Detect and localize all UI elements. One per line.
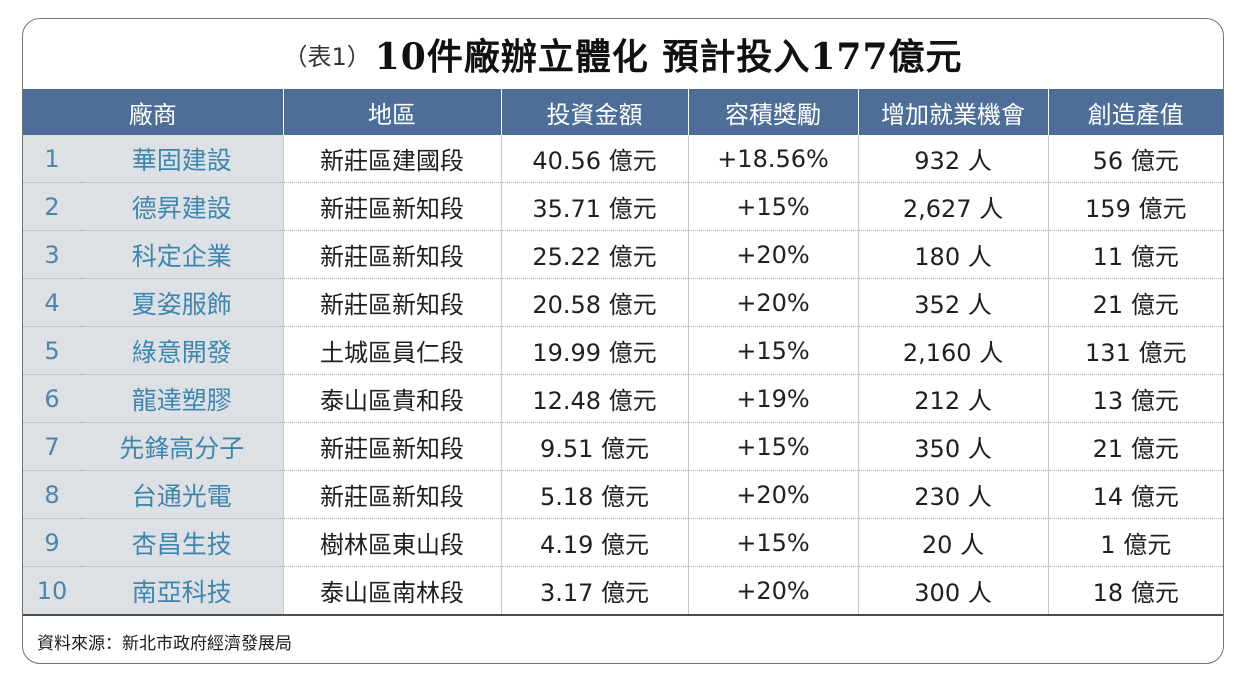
value-cell: 21 億元 [1048,422,1223,471]
company-cell: 龍達塑膠 [81,374,284,423]
table-body: 1 華固建設 新莊區建國段 40.56 億元 +18.56% 932 人 56 億元 2 德昇建… [23,135,1223,616]
table-row: 4 夏姿服飾 新莊區新知段 20.58 億元 +20% 352 人 21 億元 [23,278,1223,327]
table-row: 5 綠意開發 土城區員仁段 19.99 億元 +15% 2,160 人 131 億元 [23,326,1223,375]
column-header-value: 創造產值 [1048,89,1223,135]
value-cell: 1 億元 [1048,518,1223,567]
area-cell: 新莊區新知段 [283,278,502,327]
row-number: 10 [23,566,81,616]
bonus-cell: +20% [688,470,859,519]
row-number: 7 [23,422,81,471]
company-cell: 台通光電 [81,470,284,519]
table-row: 1 華固建設 新莊區建國段 40.56 億元 +18.56% 932 人 56 億元 [23,135,1223,183]
bonus-cell: +19% [688,374,859,423]
table-row: 6 龍達塑膠 泰山區貴和段 12.48 億元 +19% 212 人 13 億元 [23,374,1223,423]
value-cell: 14 億元 [1048,470,1223,519]
row-number: 8 [23,470,81,519]
value-cell: 18 億元 [1048,566,1223,616]
value-cell: 56 億元 [1048,135,1223,183]
area-cell: 新莊區新知段 [283,182,502,231]
column-header-jobs: 增加就業機會 [858,89,1049,135]
area-cell: 泰山區貴和段 [283,374,502,423]
jobs-cell: 212 人 [858,374,1049,423]
row-number: 5 [23,326,81,375]
area-cell: 新莊區新知段 [283,422,502,471]
area-cell: 土城區員仁段 [283,326,502,375]
jobs-cell: 2,627 人 [858,182,1049,231]
jobs-cell: 350 人 [858,422,1049,471]
value-cell: 21 億元 [1048,278,1223,327]
jobs-cell: 180 人 [858,230,1049,279]
column-header-area: 地區 [283,89,502,135]
bonus-cell: +15% [688,182,859,231]
area-cell: 新莊區建國段 [283,135,502,183]
bonus-cell: +20% [688,230,859,279]
company-cell: 夏姿服飾 [81,278,284,327]
table-row: 10 南亞科技 泰山區南林段 3.17 億元 +20% 300 人 18 億元 [23,566,1223,616]
column-header-investment: 投資金額 [501,89,689,135]
area-cell: 新莊區新知段 [283,230,502,279]
company-cell: 南亞科技 [81,566,284,616]
company-cell: 華固建設 [81,135,284,183]
value-cell: 11 億元 [1048,230,1223,279]
investment-cell: 40.56 億元 [501,135,689,183]
row-number: 3 [23,230,81,279]
investment-cell: 9.51 億元 [501,422,689,471]
investment-cell: 20.58 億元 [501,278,689,327]
value-cell: 159 億元 [1048,182,1223,231]
column-header-company: 廠商 [23,89,284,135]
investment-cell: 4.19 億元 [501,518,689,567]
jobs-cell: 2,160 人 [858,326,1049,375]
table-card: （表1） 10件廠辦立體化 預計投入177億元 廠商 地區 投資金額 容積獎勵 … [22,18,1224,664]
value-cell: 131 億元 [1048,326,1223,375]
row-number: 4 [23,278,81,327]
area-cell: 新莊區新知段 [283,470,502,519]
table-title: （表1） 10件廠辦立體化 預計投入177億元 [23,19,1223,89]
table-row: 8 台通光電 新莊區新知段 5.18 億元 +20% 230 人 14 億元 [23,470,1223,519]
bonus-cell: +18.56% [688,135,859,183]
bonus-cell: +15% [688,326,859,375]
company-cell: 德昇建設 [81,182,284,231]
area-cell: 泰山區南林段 [283,566,502,616]
source-note: 資料來源：新北市政府經濟發展局 [37,634,292,654]
jobs-cell: 352 人 [858,278,1049,327]
company-cell: 先鋒高分子 [81,422,284,471]
investment-cell: 25.22 億元 [501,230,689,279]
bonus-cell: +20% [688,278,859,327]
table-header: 廠商 地區 投資金額 容積獎勵 增加就業機會 創造產值 [23,89,1223,135]
table-number: （表1） [283,42,371,71]
column-header-bonus: 容積獎勵 [688,89,859,135]
row-number: 2 [23,182,81,231]
value-cell: 13 億元 [1048,374,1223,423]
table-row: 3 科定企業 新莊區新知段 25.22 億元 +20% 180 人 11 億元 [23,230,1223,279]
bonus-cell: +15% [688,422,859,471]
jobs-cell: 300 人 [858,566,1049,616]
investment-cell: 35.71 億元 [501,182,689,231]
bonus-cell: +15% [688,518,859,567]
jobs-cell: 230 人 [858,470,1049,519]
row-number: 9 [23,518,81,567]
jobs-cell: 20 人 [858,518,1049,567]
investment-cell: 3.17 億元 [501,566,689,616]
header-row: 廠商 地區 投資金額 容積獎勵 增加就業機會 創造產值 [23,89,1223,135]
investment-cell: 19.99 億元 [501,326,689,375]
row-number: 6 [23,374,81,423]
company-cell: 杏昌生技 [81,518,284,567]
company-cell: 綠意開發 [81,326,284,375]
row-number: 1 [23,135,81,183]
bonus-cell: +20% [688,566,859,616]
investment-cell: 12.48 億元 [501,374,689,423]
company-cell: 科定企業 [81,230,284,279]
table-row: 7 先鋒高分子 新莊區新知段 9.51 億元 +15% 350 人 21 億元 [23,422,1223,471]
investment-cell: 5.18 億元 [501,470,689,519]
table-row: 2 德昇建設 新莊區新知段 35.71 億元 +15% 2,627 人 159 億元 [23,182,1223,231]
data-table: 廠商 地區 投資金額 容積獎勵 增加就業機會 創造產值 1 華固建設 新莊區建國段 4… [23,89,1223,616]
area-cell: 樹林區東山段 [283,518,502,567]
jobs-cell: 932 人 [858,135,1049,183]
table-heading: 10件廠辦立體化 預計投入177億元 [374,36,963,78]
